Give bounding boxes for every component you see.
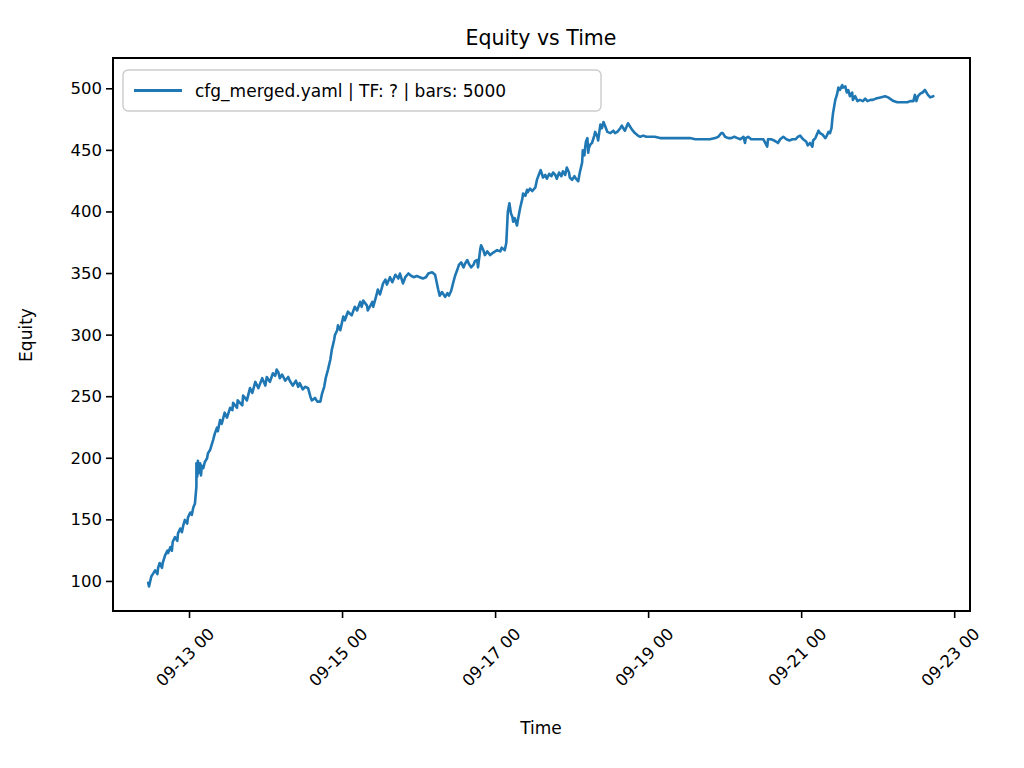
equity-vs-time-figure: Equity vs Time 100 150 200 250 300 350 400 450 5… <box>0 0 1024 768</box>
y-tick-label: 450 <box>71 141 103 160</box>
x-tick-label: 09-15 00 <box>305 624 371 690</box>
legend-label: cfg_merged.yaml | TF: ? | bars: 5000 <box>195 81 506 102</box>
y-tick-label: 300 <box>71 326 103 345</box>
y-tick-label: 350 <box>71 264 103 283</box>
y-axis-ticks: 100 150 200 250 300 350 400 450 500 <box>71 79 114 591</box>
y-tick-label: 200 <box>71 449 103 468</box>
chart-title: Equity vs Time <box>466 26 617 50</box>
legend-box: cfg_merged.yaml | TF: ? | bars: 5000 <box>123 70 601 111</box>
y-tick-label: 250 <box>71 387 103 406</box>
y-tick-label: 400 <box>71 202 103 221</box>
y-tick-label: 100 <box>71 572 103 591</box>
x-axis-label: Time <box>519 718 562 738</box>
x-tick-label: 09-13 00 <box>152 624 218 690</box>
x-axis-ticks: 09-13 00 09-15 00 09-17 00 09-19 00 09-21 00… <box>152 611 983 690</box>
x-tick-label: 09-23 00 <box>918 624 984 690</box>
y-axis-label: Equity <box>16 308 36 362</box>
x-tick-label: 09-21 00 <box>765 624 831 690</box>
x-tick-label: 09-17 00 <box>459 624 525 690</box>
equity-series-line <box>148 85 933 586</box>
plot-frame <box>113 58 970 611</box>
y-tick-label: 500 <box>71 79 103 98</box>
y-tick-label: 150 <box>71 510 103 529</box>
equity-chart-canvas: Equity vs Time 100 150 200 250 300 350 400 450 5… <box>0 0 1024 768</box>
x-tick-label: 09-19 00 <box>612 624 678 690</box>
